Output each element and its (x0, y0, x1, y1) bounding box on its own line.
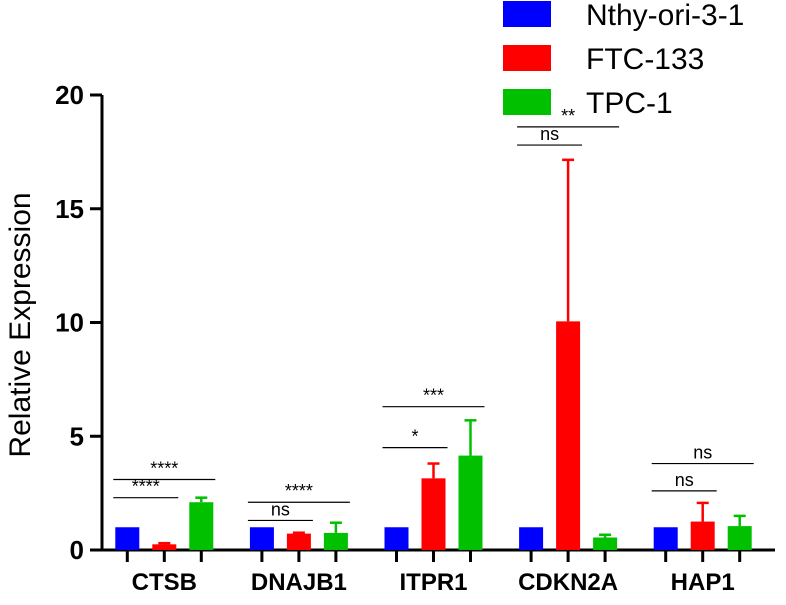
bar-DNAJB1-2 (323, 532, 348, 550)
y-tick-label-2: 10 (55, 308, 84, 338)
bar-HAP1-0 (653, 527, 678, 550)
bar-ITPR1-2 (458, 455, 483, 550)
bar-DNAJB1-1 (286, 533, 311, 550)
bar-ITPR1-0 (384, 527, 409, 550)
x-axis: CTSB DNAJB1 ITPR1 CDKN2A HAP1 (102, 548, 775, 596)
bar-CDKN2A-0 (519, 527, 544, 550)
bar-HAP1-1 (690, 521, 715, 550)
y-axis-label: Relative Expression (4, 192, 37, 457)
legend-label-1: FTC-133 (586, 43, 704, 76)
legend-label-0: Nthy-ori-3-1 (586, 0, 744, 32)
bar-DNAJB1-0 (249, 527, 274, 550)
significance-label-8: ns (675, 470, 694, 490)
legend-swatch-1 (503, 45, 551, 71)
bars-group (115, 158, 752, 550)
significance-label-2: ns (271, 499, 290, 519)
bar-CDKN2A-1 (556, 321, 581, 550)
bar-CTSB-0 (115, 527, 140, 550)
significance-label-7: ** (561, 106, 575, 126)
x-tick-label-4: HAP1 (671, 569, 735, 596)
y-tick-label-3: 15 (55, 194, 84, 224)
y-axis: 0 5 10 15 20 (55, 80, 104, 565)
x-tick-label-2: ITPR1 (399, 569, 467, 596)
legend: Nthy-ori-3-1 FTC-133 TPC-1 (503, 0, 744, 120)
x-tick-label-1: DNAJB1 (251, 569, 347, 596)
y-tick-label-0: 0 (70, 535, 84, 565)
significance-label-4: * (411, 427, 418, 447)
significance-label-5: *** (423, 386, 444, 406)
x-tick-label-0: CTSB (132, 569, 197, 596)
x-tick-label-3: CDKN2A (518, 569, 618, 596)
legend-label-2: TPC-1 (586, 87, 673, 120)
bar-HAP1-2 (727, 526, 752, 550)
significance-label-3: **** (285, 481, 313, 501)
legend-swatch-2 (503, 89, 551, 115)
bar-CTSB-2 (189, 502, 214, 550)
significance-label-1: **** (150, 458, 178, 478)
y-tick-label-1: 5 (70, 421, 84, 451)
significance-label-6: ns (540, 124, 559, 144)
bar-ITPR1-1 (421, 478, 446, 550)
legend-swatch-0 (503, 1, 551, 27)
significance-label-0: **** (132, 477, 160, 497)
y-tick-label-4: 20 (55, 80, 84, 110)
bar-CTSB-1 (152, 544, 177, 550)
significance-label-9: ns (693, 443, 712, 463)
bar-CDKN2A-2 (593, 537, 618, 550)
